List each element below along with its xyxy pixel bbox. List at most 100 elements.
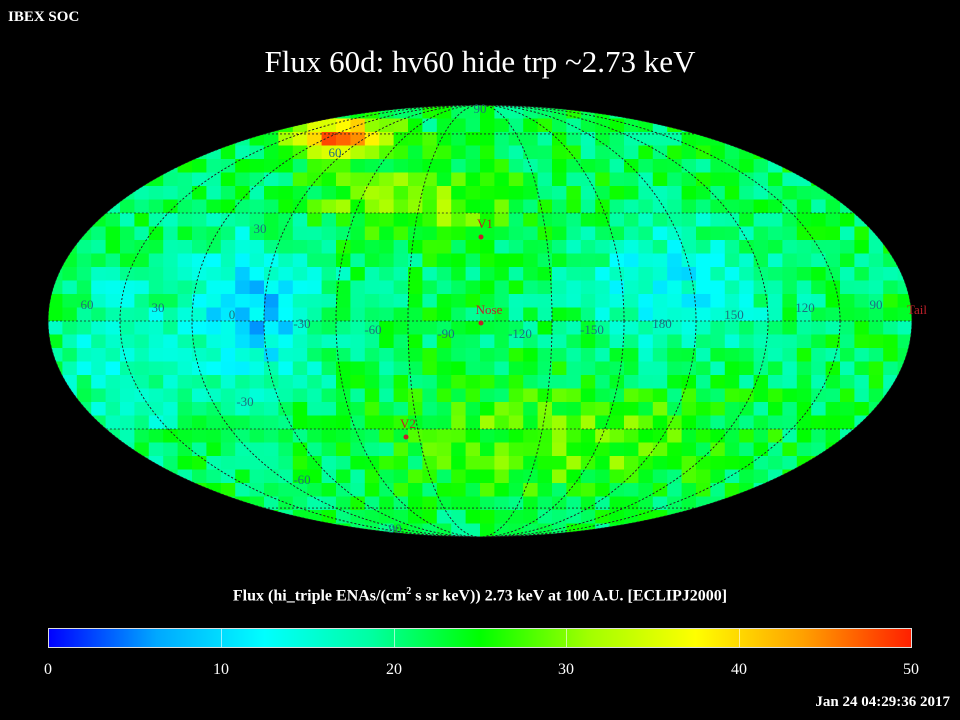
flux-cell	[537, 172, 553, 187]
flux-cell	[638, 159, 654, 174]
flux-cell	[652, 267, 668, 282]
flux-cell	[321, 145, 337, 160]
flux-cell	[624, 172, 639, 187]
flux-cell	[350, 172, 366, 187]
flux-cell	[408, 334, 423, 349]
flux-cell	[134, 159, 150, 174]
flux-cell	[768, 226, 783, 241]
flux-cell	[696, 510, 711, 525]
flux-cell	[364, 375, 380, 390]
flux-cell	[264, 132, 279, 147]
flux-cell	[667, 321, 683, 336]
flux-cell	[379, 334, 395, 349]
flux-cell	[840, 132, 855, 147]
flux-cell	[91, 199, 107, 214]
flux-cell	[62, 415, 78, 430]
flux-cell	[883, 226, 899, 241]
flux-cell	[897, 213, 912, 228]
flux-cell	[710, 307, 726, 322]
flux-cell	[321, 334, 337, 349]
flux-cell	[768, 510, 783, 525]
flux-cell	[624, 510, 639, 525]
flux-cell	[364, 213, 380, 228]
flux-cell	[768, 429, 783, 444]
flux-cell	[48, 510, 63, 525]
flux-cell	[278, 186, 294, 201]
flux-cell	[235, 361, 251, 376]
flux-cell	[91, 483, 107, 498]
flux-cell	[638, 442, 654, 457]
flux-cell	[782, 483, 798, 498]
flux-cell	[465, 186, 481, 201]
flux-cell	[48, 523, 63, 537]
flux-cell	[91, 145, 107, 160]
flux-cell	[451, 159, 467, 174]
flux-cell	[825, 483, 841, 498]
flux-cell	[652, 402, 668, 417]
flux-cell	[480, 348, 495, 363]
flux-cell	[76, 469, 92, 484]
flux-cell	[249, 429, 265, 444]
flux-cell	[336, 307, 351, 322]
flux-cell	[62, 483, 78, 498]
lon-label: -60	[364, 322, 381, 337]
flux-cell	[465, 132, 481, 147]
flux-cell	[667, 307, 683, 322]
flux-cell	[667, 496, 683, 511]
flux-cell	[235, 294, 251, 309]
flux-cell	[336, 294, 351, 309]
flux-cell	[825, 402, 841, 417]
flux-cell	[307, 415, 323, 430]
flux-cell	[552, 456, 567, 471]
flux-cell	[336, 321, 351, 336]
flux-cell	[465, 226, 481, 241]
flux-cell	[91, 348, 107, 363]
lat-label-90: 90	[474, 101, 487, 116]
flux-cell	[710, 469, 726, 484]
flux-cell	[652, 105, 668, 120]
lon-label: 150	[724, 307, 744, 322]
flux-cell	[523, 240, 539, 255]
corner-label: IBEX SOC	[8, 9, 80, 25]
flux-cell	[868, 483, 884, 498]
flux-cell	[235, 199, 251, 214]
flux-cell	[609, 361, 625, 376]
flux-cell	[681, 280, 697, 295]
nose-marker-dot	[478, 320, 484, 326]
flux-cell	[768, 442, 783, 457]
flux-cell	[206, 456, 222, 471]
flux-cell	[710, 186, 726, 201]
flux-cell	[825, 226, 841, 241]
flux-cell	[696, 321, 711, 336]
flux-cell	[264, 226, 279, 241]
flux-cell	[868, 132, 884, 147]
flux-cell	[624, 348, 639, 363]
lon-label: 60	[81, 297, 94, 312]
flux-cell	[134, 199, 150, 214]
flux-cell	[278, 483, 294, 498]
flux-cell	[595, 348, 611, 363]
flux-cell	[192, 213, 207, 228]
flux-cell	[523, 321, 539, 336]
flux-cell	[840, 321, 855, 336]
flux-cell	[192, 375, 207, 390]
flux-cell	[609, 510, 625, 525]
flux-cell	[753, 348, 769, 363]
flux-cell	[595, 159, 611, 174]
flux-cell	[48, 186, 63, 201]
flux-cell	[739, 105, 755, 120]
flux-cell	[379, 361, 395, 376]
flux-cell	[307, 145, 323, 160]
flux-cell	[220, 105, 236, 120]
flux-cell	[120, 307, 135, 322]
flux-cell	[595, 213, 611, 228]
flux-cell	[235, 388, 251, 403]
flux-cell	[436, 483, 452, 498]
flux-cell	[76, 159, 92, 174]
flux-cell	[508, 496, 524, 511]
flux-cell	[465, 199, 481, 214]
flux-cell	[840, 159, 855, 174]
flux-cell	[336, 213, 351, 228]
flux-cell	[480, 253, 495, 268]
flux-cell	[436, 199, 452, 214]
